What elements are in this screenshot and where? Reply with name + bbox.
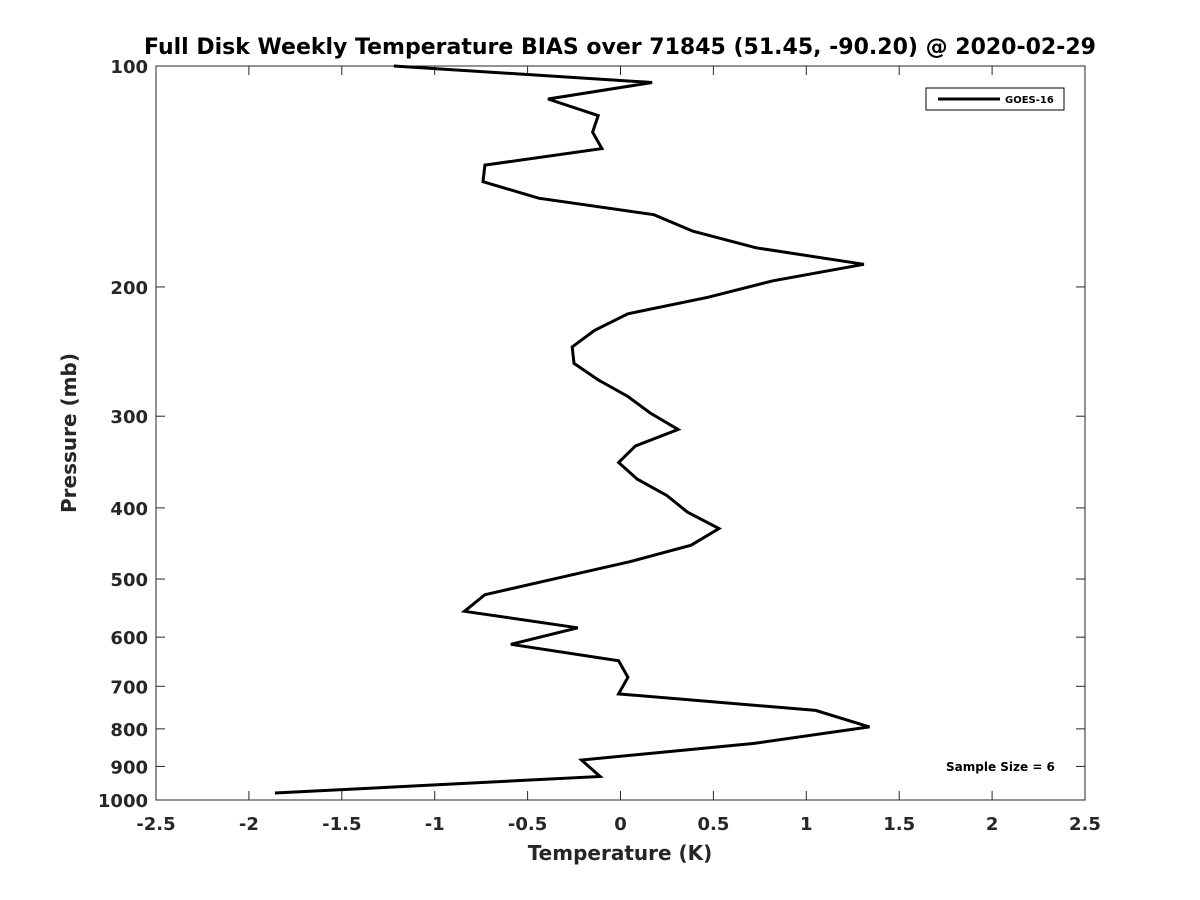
x-axis-label: Temperature (K) bbox=[528, 841, 713, 865]
y-tick-label: 1000 bbox=[98, 791, 148, 812]
y-tick-label: 700 bbox=[110, 677, 148, 698]
y-tick-label: 300 bbox=[110, 407, 148, 428]
y-tick-label: 200 bbox=[110, 278, 148, 299]
series-layer bbox=[274, 64, 870, 795]
x-tick-label: 2.5 bbox=[1069, 814, 1101, 835]
x-tick-label: -0.5 bbox=[508, 814, 547, 835]
y-axis: 100 200 300 400 500 600 700 800 900 1000 bbox=[98, 57, 1085, 812]
x-tick-label: -1.5 bbox=[322, 814, 361, 835]
legend-label-goes-16: GOES-16 bbox=[1005, 95, 1054, 106]
x-tick-label: -1 bbox=[425, 814, 445, 835]
x-axis: -2.5 -2 -1.5 -1 -0.5 0 0.5 1 1.5 2 2.5 bbox=[136, 66, 1101, 835]
legend: GOES-16 bbox=[925, 87, 1065, 111]
x-tick-label: 1 bbox=[800, 814, 813, 835]
y-tick-label: 400 bbox=[110, 499, 148, 520]
y-tick-label: 500 bbox=[110, 570, 148, 591]
y-tick-label: 900 bbox=[110, 757, 148, 778]
y-tick-label: 600 bbox=[110, 628, 148, 649]
y-axis-label: Pressure (mb) bbox=[57, 353, 81, 513]
x-tick-label: -2 bbox=[239, 814, 259, 835]
y-tick-label: 800 bbox=[110, 720, 148, 741]
x-tick-label: 1.5 bbox=[883, 814, 915, 835]
plot-area bbox=[155, 65, 1086, 801]
x-tick-label: -2.5 bbox=[136, 814, 175, 835]
y-tick-label: 100 bbox=[110, 57, 148, 78]
x-tick-label: 0 bbox=[614, 814, 627, 835]
chart-title: Full Disk Weekly Temperature BIAS over 7… bbox=[144, 35, 1096, 60]
sample-size-annotation: Sample Size = 6 bbox=[946, 760, 1055, 774]
x-tick-label: 0.5 bbox=[697, 814, 729, 835]
x-tick-label: 2 bbox=[986, 814, 999, 835]
series-line-goes-16 bbox=[274, 64, 870, 795]
